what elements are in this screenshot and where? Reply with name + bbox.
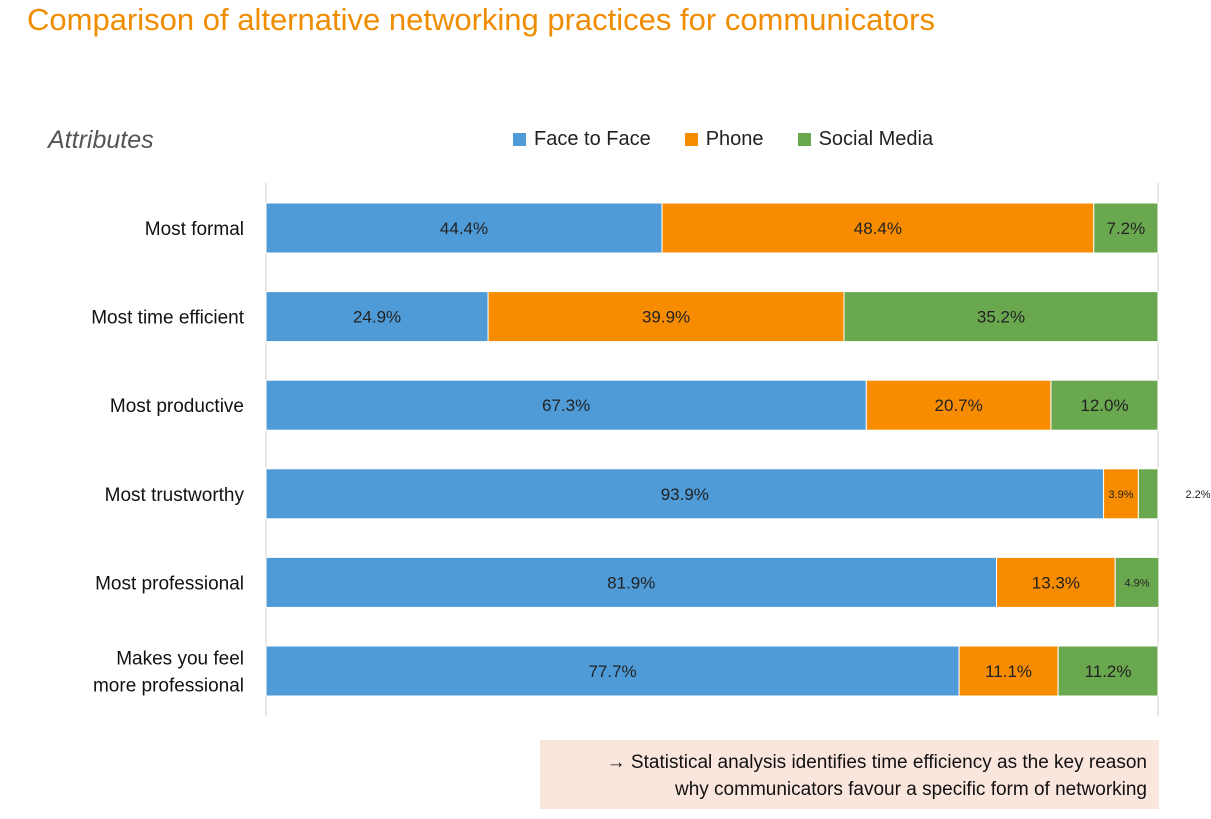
- data-label-social-media-0: 7.2%: [1107, 219, 1146, 238]
- chart-title: Comparison of alternative networking pra…: [27, 2, 935, 37]
- data-label-face-to-face-4: 81.9%: [607, 573, 655, 592]
- bar-social-media-0: [1093, 202, 1159, 254]
- category-label-4: Most professional: [95, 573, 244, 594]
- category-label-3: Most trustworthy: [105, 485, 245, 506]
- bar-social-media-4: [1114, 556, 1160, 608]
- bar-phone-0: [661, 202, 1095, 254]
- data-label-phone-1: 39.9%: [642, 308, 690, 327]
- category-label-5-line-0: Makes you feel: [116, 649, 244, 670]
- legend-item-phone: Phone: [684, 128, 764, 151]
- data-label-face-to-face-2: 67.3%: [542, 396, 590, 415]
- data-label-social-media-1: 35.2%: [977, 308, 1025, 327]
- data-label-phone-5: 11.1%: [985, 662, 1032, 681]
- bar-face-to-face-3: [265, 468, 1105, 520]
- bar-social-media-2: [1050, 379, 1159, 431]
- bar-phone-4: [996, 556, 1116, 608]
- bar-social-media-5: [1057, 645, 1159, 697]
- data-label-face-to-face-5: 77.7%: [588, 662, 636, 681]
- category-label-2: Most productive: [110, 396, 244, 417]
- legend-swatch-social-media: [797, 133, 811, 146]
- data-label-face-to-face-0: 44.4%: [440, 219, 488, 238]
- data-label-phone-4: 13.3%: [1032, 573, 1080, 592]
- legend-item-social-media: Social Media: [797, 128, 934, 151]
- legend-swatch-face-to-face: [513, 133, 526, 146]
- data-label-social-media-3: 2.2%: [1185, 489, 1210, 501]
- data-label-social-media-4: 4.9%: [1124, 577, 1149, 589]
- data-label-phone-0: 48.4%: [854, 219, 902, 238]
- legend: Face to Face Phone Social Media: [513, 128, 933, 151]
- category-label-5-line-1: more professional: [93, 676, 244, 697]
- data-label-face-to-face-1: 24.9%: [353, 308, 401, 327]
- legend-label-phone: Phone: [705, 128, 764, 150]
- bar-social-media-3: [1137, 468, 1159, 520]
- attributes-heading: Attributes: [48, 126, 154, 154]
- bar-phone-5: [958, 645, 1059, 697]
- data-label-phone-3: 3.9%: [1108, 489, 1133, 501]
- analysis-note-line-1: → Statistical analysis identifies time e…: [606, 752, 1147, 773]
- data-label-social-media-2: 12.0%: [1080, 396, 1128, 415]
- bar-face-to-face-5: [265, 645, 960, 697]
- legend-label-social-media: Social Media: [818, 128, 934, 150]
- bar-face-to-face-4: [265, 556, 998, 608]
- legend-swatch-phone: [684, 133, 698, 146]
- data-label-face-to-face-3: 93.9%: [661, 485, 709, 504]
- bar-phone-2: [865, 379, 1052, 431]
- data-label-social-media-5: 11.2%: [1085, 662, 1132, 681]
- bar-face-to-face-1: [265, 291, 489, 343]
- category-label-1: Most time efficient: [91, 308, 244, 329]
- legend-label-face-to-face: Face to Face: [534, 128, 651, 150]
- data-label-phone-2: 20.7%: [935, 396, 983, 415]
- analysis-note-line-2: why communicators favour a specific form…: [674, 779, 1147, 800]
- bar-face-to-face-0: [265, 202, 663, 254]
- bar-social-media-1: [843, 291, 1159, 343]
- analysis-note: → Statistical analysis identifies time e…: [540, 740, 1159, 809]
- category-label-0: Most formal: [145, 219, 244, 240]
- legend-item-face-to-face: Face to Face: [513, 128, 651, 151]
- bar-face-to-face-2: [265, 379, 867, 431]
